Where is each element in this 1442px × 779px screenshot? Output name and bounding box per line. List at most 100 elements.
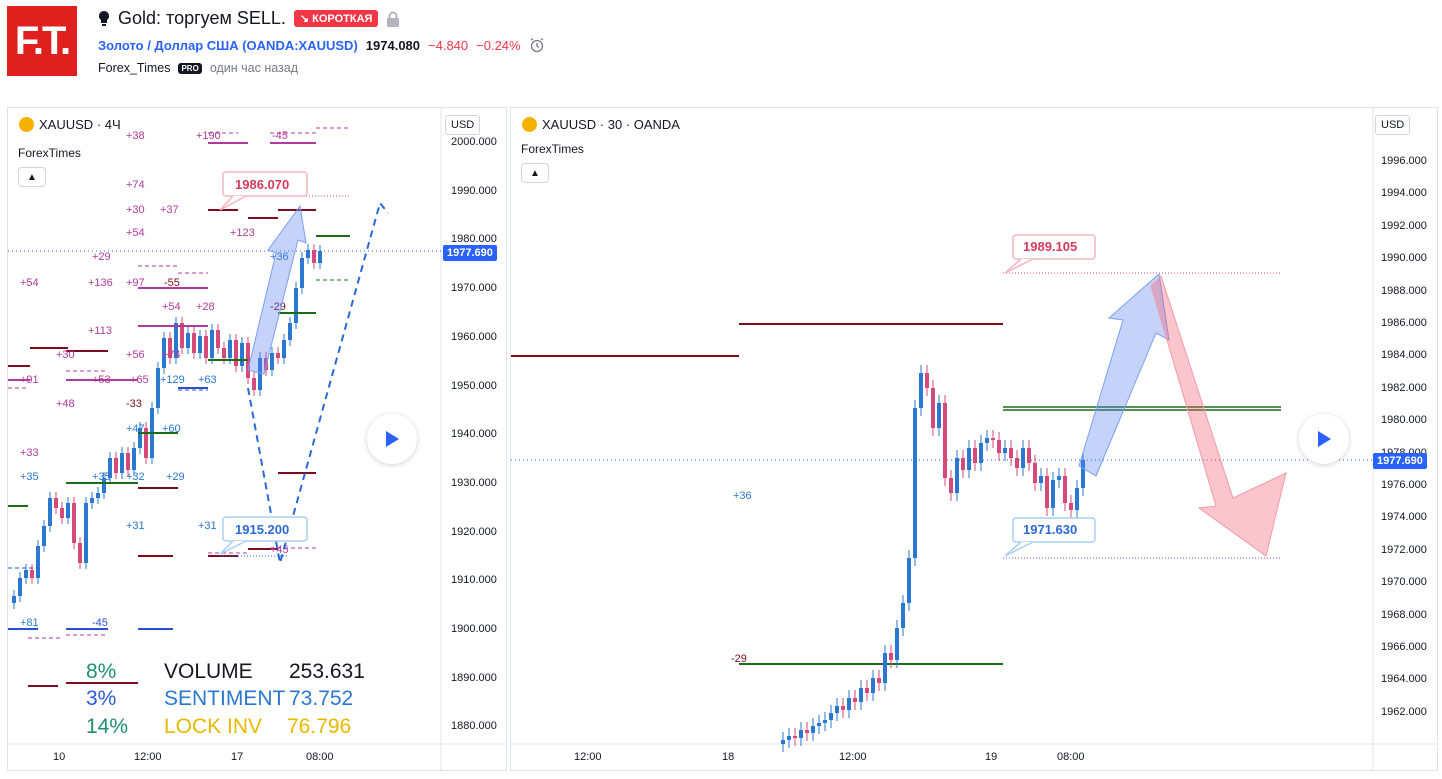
left-chart-canvas[interactable]: +38+190-45+74+30+37+54+123+29+36+54+136+… — [8, 108, 506, 770]
price-tick-label: 1986.000 — [1381, 317, 1427, 329]
right-collapse-button[interactable]: ▲ — [521, 163, 549, 183]
price-tick-label: 1970.000 — [1381, 576, 1427, 589]
stat-value: 73.752 — [289, 687, 354, 710]
gold-coin-icon — [19, 117, 34, 132]
candle-body — [144, 428, 148, 458]
down-arrow — [1150, 275, 1287, 557]
level-label: +129 — [160, 374, 185, 386]
left-play-button[interactable] — [367, 414, 417, 464]
price-tick-label: 1960.000 — [451, 330, 497, 343]
left-collapse-button[interactable]: ▲ — [18, 167, 46, 187]
stat-label-sentiment: SENTIMENT — [164, 687, 285, 711]
candle-body — [1069, 503, 1073, 510]
level-label: +38 — [126, 130, 145, 142]
candle-body — [1057, 476, 1061, 480]
candle-body — [48, 498, 52, 526]
level-label: +56 — [126, 349, 145, 361]
candle-body — [907, 558, 911, 603]
candle-body — [222, 348, 226, 358]
candle-body — [300, 258, 304, 288]
candle-body — [156, 368, 160, 408]
candle-body — [817, 723, 821, 726]
symbol-link[interactable]: Золото / Доллар США (OANDA:XAUUSD) — [98, 37, 358, 53]
level-label: +74 — [162, 349, 181, 361]
price-tick-label: 1992.000 — [1381, 219, 1427, 232]
right-currency-button[interactable]: USD — [1375, 115, 1411, 135]
level-label: +190 — [196, 130, 221, 142]
right-chart-title: XAUUSD · 30 · OANDA — [542, 117, 680, 132]
alarm-clock-icon[interactable] — [529, 37, 545, 53]
candle-body — [889, 653, 893, 660]
left-current-price-label: 1977.690 — [443, 245, 497, 261]
up-arrow — [247, 204, 307, 375]
candle-body — [270, 353, 274, 370]
idea-title-row: Gold: торгуем SELL. ↘ КОРОТКАЯ — [98, 8, 400, 29]
left-indicator-name: ForexTimes — [18, 146, 81, 160]
play-icon — [386, 431, 399, 447]
left-currency-button[interactable]: USD — [445, 115, 481, 135]
symbol-row: Золото / Доллар США (OANDA:XAUUSD) 1974.… — [98, 37, 545, 53]
candle-body — [276, 353, 280, 358]
price-tick-label: 1982.000 — [1381, 381, 1427, 394]
candle-body — [973, 448, 977, 463]
callout-high-tail — [219, 195, 247, 211]
level-label: +60 — [162, 423, 181, 435]
candle-body — [787, 736, 791, 740]
callout-high-text: 1989.105 — [1023, 239, 1077, 254]
candle-body — [294, 288, 298, 323]
left-chart-panel[interactable]: XAUUSD · 4Ч ForexTimes ▲ USD +38 +190 -45 +… — [7, 107, 507, 771]
stat-value: 76.796 — [287, 715, 352, 738]
right-chart-panel[interactable]: XAUUSD · 30 · OANDA ForexTimes ▲ USD +36… — [510, 107, 1438, 771]
level-label: +54 — [126, 227, 145, 239]
pro-badge: PRO — [178, 62, 202, 74]
stat-pct-volume: 8% — [86, 660, 117, 683]
left-chart-title-row: XAUUSD · 4Ч — [19, 117, 121, 132]
right-chart-title-row: XAUUSD · 30 · OANDA — [522, 117, 680, 132]
candle-body — [72, 503, 76, 543]
level-label: +33 — [20, 447, 39, 459]
level-label: -45 — [272, 130, 288, 142]
price-tick-label: 1970.000 — [451, 282, 497, 295]
price-change-pct: −0.24% — [476, 37, 521, 53]
candle-body — [198, 336, 202, 353]
chevron-up-icon: ▲ — [27, 171, 37, 183]
candle-body — [78, 543, 82, 563]
candle-body — [114, 458, 118, 473]
level-label: +31 — [126, 520, 145, 532]
candle-body — [955, 458, 959, 493]
candle-body — [162, 338, 166, 368]
candle-body — [252, 378, 256, 390]
level-label: +65 — [130, 374, 149, 386]
price-tick-label: 1930.000 — [451, 476, 497, 489]
right-chart-canvas[interactable]: +36 -29 1989.105 1971.630 — [511, 108, 1437, 770]
price-tick-label: 1968.000 — [1381, 608, 1427, 621]
level-label: -55 — [164, 277, 180, 289]
candle-body — [865, 688, 869, 693]
published-time: один час назад — [209, 61, 299, 75]
candle-body — [138, 428, 142, 448]
candle-body — [102, 478, 106, 493]
candle-body — [1051, 480, 1055, 508]
candle-body — [312, 250, 316, 263]
level-label: +36 — [733, 490, 752, 502]
candle-body — [937, 403, 941, 428]
candle-body — [318, 251, 322, 263]
candle-body — [853, 698, 857, 702]
candle-body — [126, 453, 130, 470]
level-label: +123 — [230, 227, 255, 239]
author-name[interactable]: Forex_Times — [98, 61, 171, 75]
level-label: +29 — [166, 471, 185, 483]
right-play-button[interactable] — [1299, 414, 1349, 464]
candle-body — [234, 340, 238, 366]
price-tick-label: 1966.000 — [1381, 641, 1427, 653]
price-tick-label: 1980.000 — [451, 233, 497, 246]
price-change: −4.840 — [428, 37, 469, 53]
up-arrow — [1078, 273, 1170, 477]
candle-body — [1021, 448, 1025, 468]
candle-body — [66, 503, 70, 518]
candle-body — [204, 336, 208, 358]
time-tick-label: 17 — [231, 751, 244, 763]
price-tick-label: 1994.000 — [1381, 187, 1427, 200]
price-tick-label: 1972.000 — [1381, 543, 1427, 556]
price-tick-label: 1996.000 — [1381, 155, 1427, 167]
